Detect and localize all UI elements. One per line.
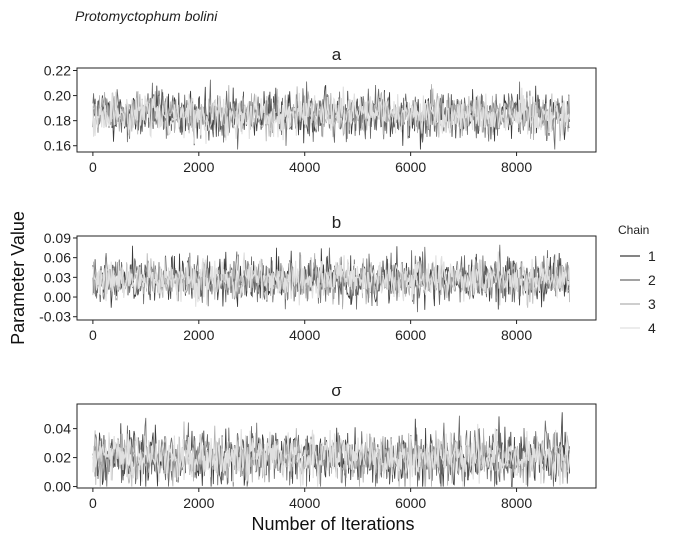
x-tick-label-a-4: 8000: [501, 159, 532, 175]
panel-frame-sigma: [76, 403, 597, 489]
x-tick-label-sigma-1: 2000: [183, 495, 214, 511]
legend: Chain 1 2 3 4: [618, 223, 656, 336]
trace-a-chain-4: [92, 86, 571, 144]
x-tick-label-b-1: 2000: [183, 327, 214, 343]
x-tick-label-a-3: 6000: [395, 159, 426, 175]
panel-sigma: σ 0.00 0.02 0.04 0 2000 4000 6000 8000: [44, 381, 597, 511]
x-tick-label-b-4: 8000: [501, 327, 532, 343]
trace-b-chain-4: [92, 251, 570, 307]
x-tick-label-b-3: 6000: [395, 327, 426, 343]
panel-title-a: a: [332, 45, 342, 64]
y-tick-label-b-3: 0.06: [44, 250, 71, 266]
legend-label-1: 1: [648, 248, 656, 264]
x-tick-label-sigma-3: 6000: [395, 495, 426, 511]
legend-label-2: 2: [648, 272, 656, 288]
panel-frame-b: [76, 235, 597, 321]
x-tick-label-sigma-0: 0: [89, 495, 97, 511]
legend-title: Chain: [618, 223, 649, 237]
y-tick-label-a-2: 0.20: [44, 88, 71, 104]
panel-frame-a: [76, 67, 597, 153]
x-tick-label-b-0: 0: [89, 327, 97, 343]
x-tick-label-a-1: 2000: [183, 159, 214, 175]
y-tick-label-a-1: 0.18: [44, 113, 71, 129]
y-axis-label: Parameter Value: [8, 211, 28, 345]
y-tick-label-sigma-0: 0.00: [44, 479, 71, 495]
panel-title-sigma: σ: [331, 381, 342, 400]
y-tick-label-a-3: 0.22: [44, 63, 71, 79]
y-tick-label-b-2: 0.03: [44, 269, 71, 285]
panel-title-b: b: [332, 213, 341, 232]
y-tick-label-b-4: 0.09: [44, 230, 71, 246]
panel-b: b -0.03 0.00 0.03 0.06 0.09 0 2000 4000 6000 8000: [39, 213, 597, 343]
trace-sigma-chain-4: [92, 423, 571, 487]
panel-a: a 0.16 0.18 0.20 0.22 0 2000 4000 6000 8000: [44, 45, 597, 175]
x-tick-label-sigma-2: 4000: [289, 495, 320, 511]
x-axis-label: Number of Iterations: [251, 514, 414, 534]
x-tick-label-sigma-4: 8000: [501, 495, 532, 511]
x-tick-label-a-0: 0: [89, 159, 97, 175]
legend-label-3: 3: [648, 296, 656, 312]
x-tick-label-b-2: 4000: [289, 327, 320, 343]
y-tick-label-b-1: 0.00: [44, 289, 71, 305]
y-tick-label-sigma-2: 0.04: [44, 421, 71, 437]
legend-label-4: 4: [648, 320, 656, 336]
species-title: Protomyctophum bolini: [75, 8, 218, 24]
x-tick-label-a-2: 4000: [289, 159, 320, 175]
y-tick-label-a-0: 0.16: [44, 138, 71, 154]
y-tick-label-sigma-1: 0.02: [44, 450, 71, 466]
y-tick-label-b-0: -0.03: [39, 309, 71, 325]
